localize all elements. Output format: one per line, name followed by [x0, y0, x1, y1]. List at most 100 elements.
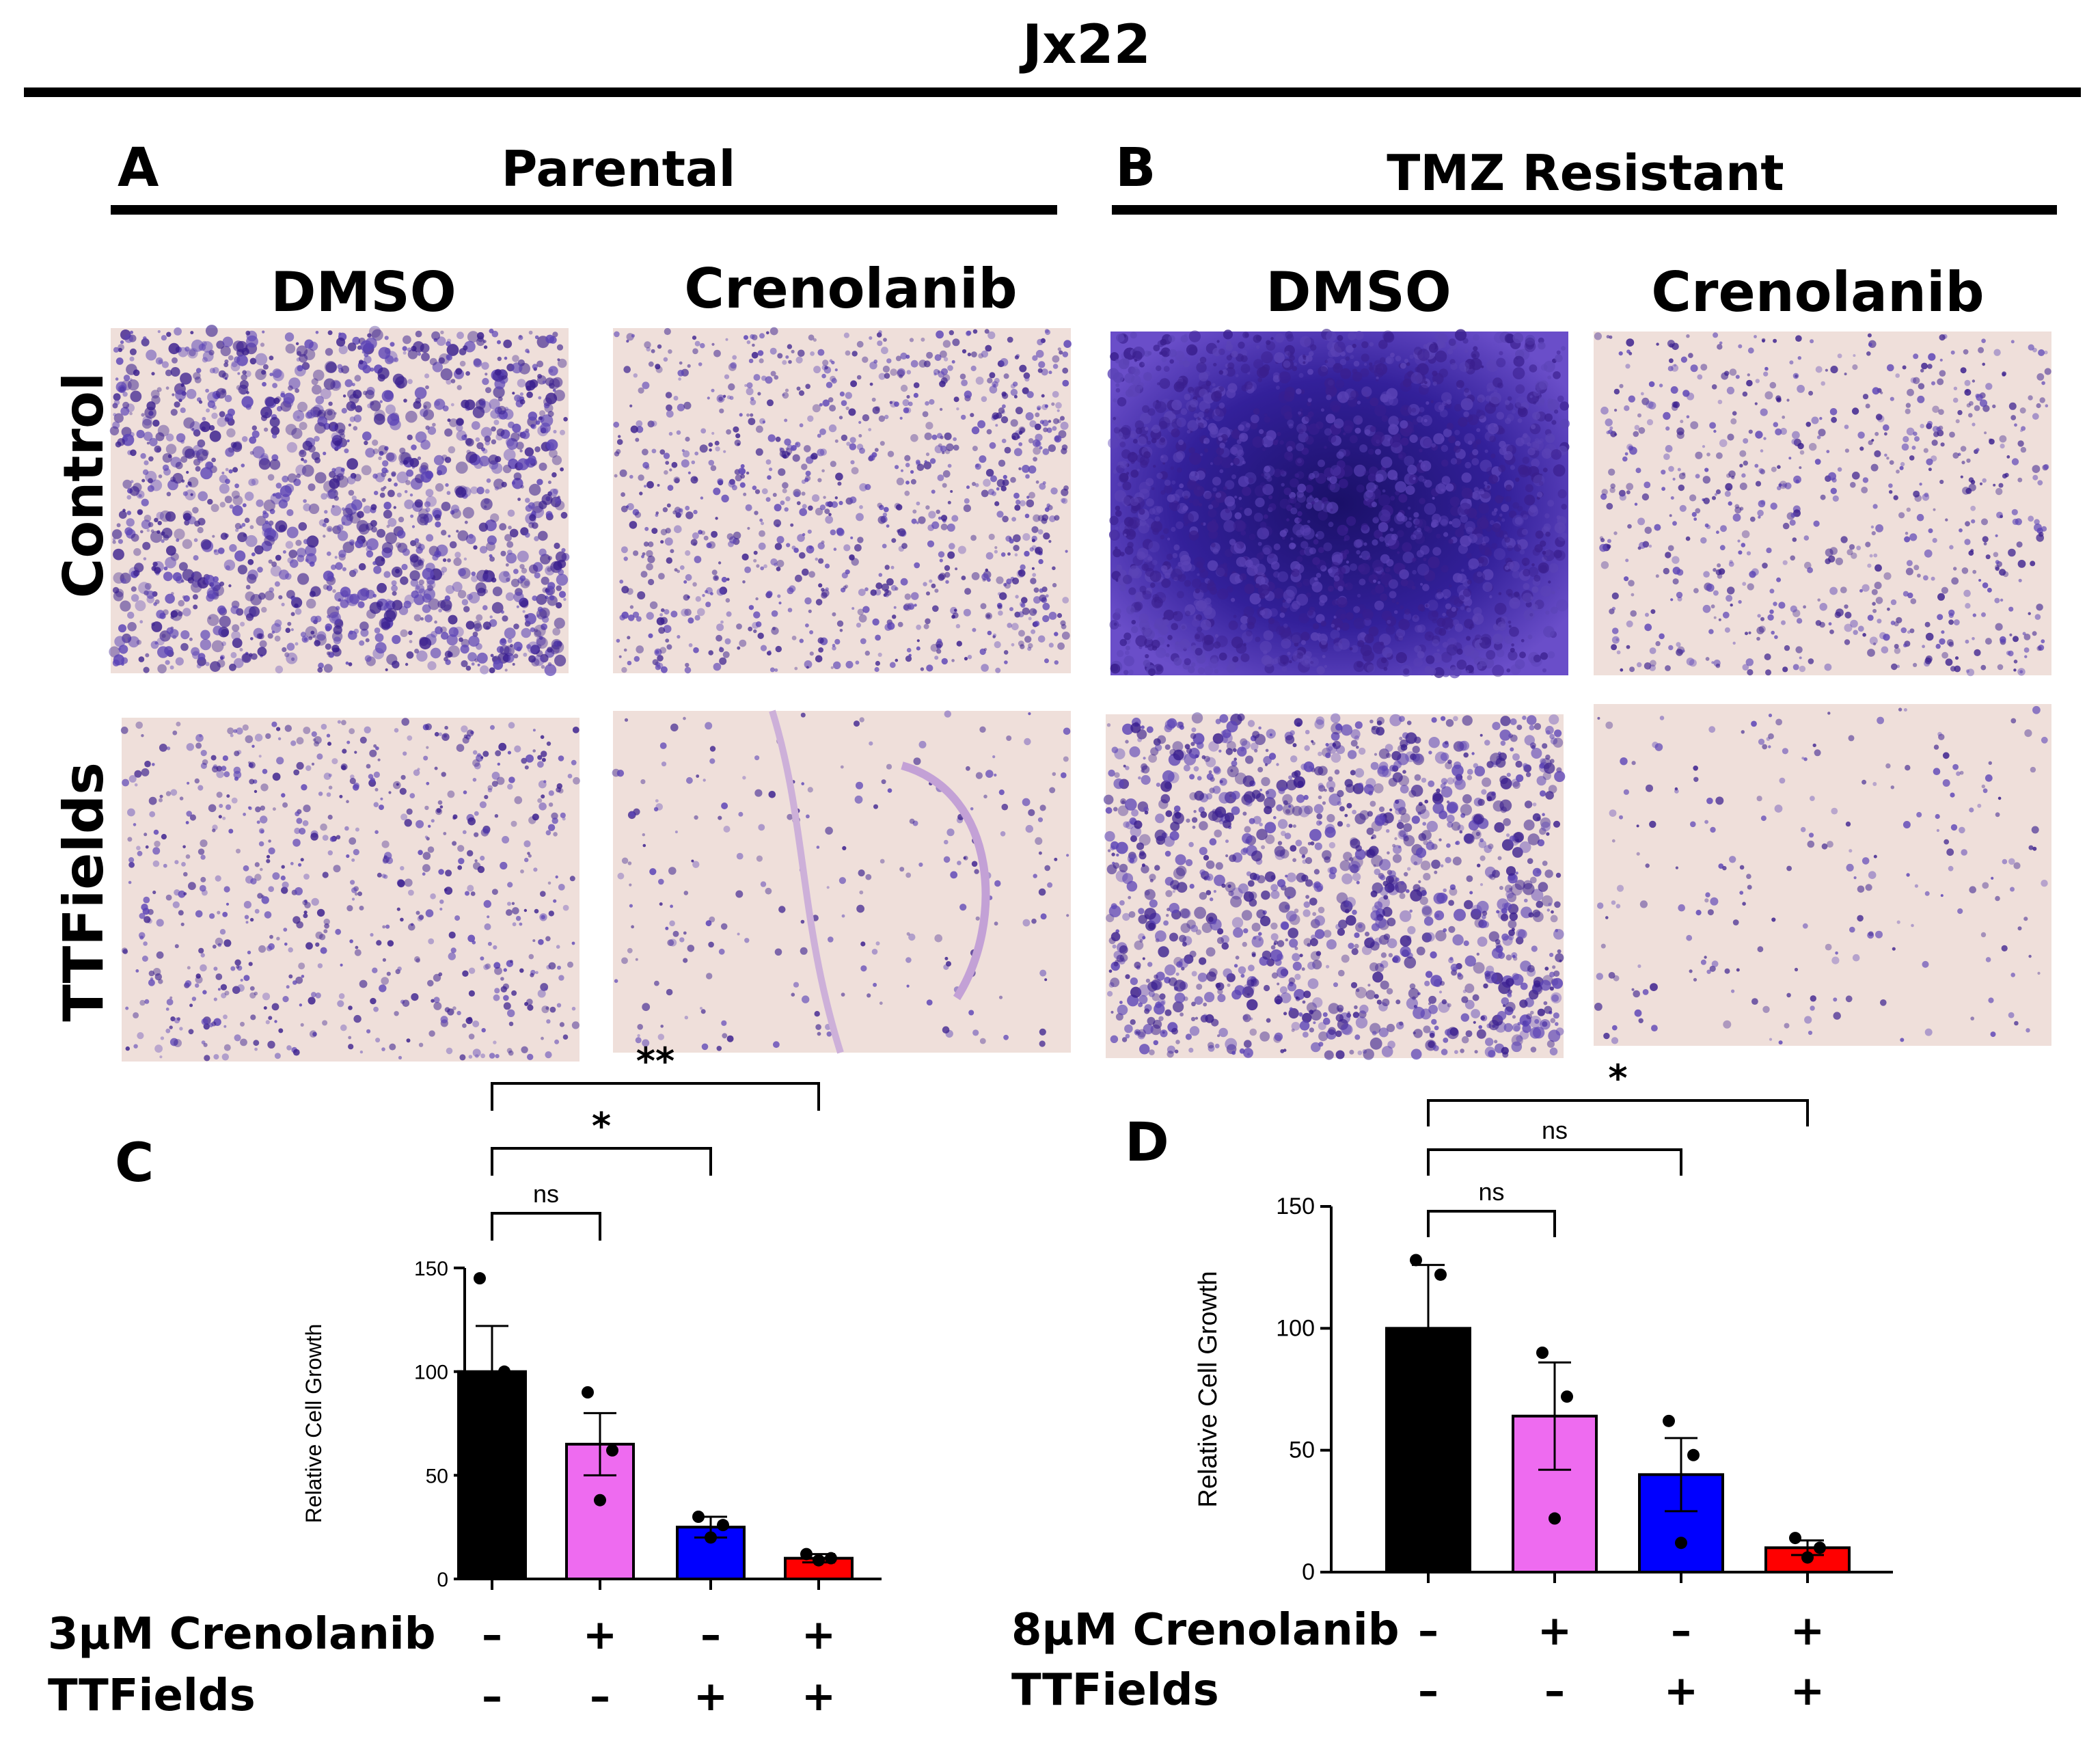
- stained-cell: [1374, 404, 1387, 417]
- stained-cell: [1561, 532, 1568, 539]
- stained-cell: [367, 333, 372, 338]
- stained-cell: [1238, 433, 1249, 442]
- stained-cell: [1729, 560, 1733, 564]
- stained-cell: [472, 406, 485, 418]
- stained-cell: [129, 432, 135, 437]
- stained-cell: [1142, 405, 1150, 414]
- stained-cell: [1417, 527, 1421, 532]
- stained-cell: [799, 508, 807, 516]
- stained-cell: [1259, 640, 1272, 653]
- stained-cell: [224, 394, 232, 403]
- stained-cell: [323, 378, 336, 390]
- stained-cell: [1492, 664, 1505, 677]
- row-label-control: Control: [52, 373, 115, 599]
- stained-cell: [397, 530, 406, 539]
- stained-cell: [1318, 547, 1324, 554]
- stained-cell: [881, 583, 889, 591]
- stained-cell: [1925, 632, 1934, 641]
- stained-cell: [1324, 468, 1335, 478]
- stained-cell: [1225, 508, 1231, 513]
- stained-cell: [753, 374, 761, 381]
- stained-cell: [411, 444, 417, 450]
- stained-cell: [1606, 544, 1611, 549]
- stained-cell: [710, 465, 717, 472]
- stained-cell: [1544, 549, 1551, 556]
- stained-cell: [1291, 655, 1298, 662]
- stained-cell: [1330, 345, 1342, 357]
- stained-cell: [433, 455, 444, 465]
- stained-cell: [262, 330, 265, 334]
- stained-cell: [1281, 483, 1285, 487]
- stained-cell: [1003, 474, 1007, 480]
- stained-cell: [400, 629, 408, 638]
- stained-cell: [1302, 354, 1306, 358]
- stained-cell: [1865, 403, 1870, 409]
- stained-cell: [425, 489, 434, 497]
- stained-cell: [1454, 404, 1462, 411]
- stained-cell: [301, 635, 310, 643]
- stained-cell: [1531, 563, 1535, 567]
- stained-cell: [212, 535, 215, 538]
- stained-cell: [1203, 424, 1207, 427]
- stained-cell: [1872, 602, 1876, 606]
- stained-cell: [644, 341, 651, 349]
- stained-cell: [862, 606, 870, 613]
- stained-cell: [777, 353, 783, 359]
- stained-cell: [1163, 366, 1170, 373]
- stained-cell: [211, 457, 216, 463]
- stained-cell: [283, 392, 295, 405]
- stained-cell: [205, 461, 214, 470]
- stained-cell: [722, 651, 730, 658]
- stained-cell: [1000, 357, 1009, 366]
- stained-cell: [1264, 416, 1270, 423]
- stained-cell: [1790, 605, 1797, 613]
- stained-cell: [219, 581, 225, 586]
- stained-cell: [1269, 608, 1278, 617]
- stained-cell: [1449, 359, 1456, 365]
- stained-cell: [549, 488, 558, 497]
- stained-cell: [940, 350, 947, 358]
- stained-cell: [1460, 606, 1464, 610]
- stained-cell: [113, 347, 120, 353]
- stained-cell: [659, 449, 666, 455]
- stained-cell: [1831, 416, 1838, 423]
- stained-cell: [2028, 344, 2034, 351]
- stained-cell: [357, 511, 364, 519]
- stained-cell: [831, 378, 837, 384]
- stained-cell: [211, 640, 224, 653]
- stained-cell: [118, 645, 128, 654]
- stained-cell: [1296, 652, 1303, 659]
- stained-cell: [1708, 629, 1714, 634]
- stained-cell: [1280, 405, 1292, 417]
- stained-cell: [322, 523, 327, 528]
- stained-cell: [210, 504, 219, 513]
- stained-cell: [1496, 649, 1505, 658]
- stained-cell: [864, 650, 871, 656]
- stained-cell: [456, 424, 463, 432]
- stained-cell: [422, 604, 431, 613]
- stained-cell: [241, 347, 249, 355]
- stained-cell: [161, 361, 169, 368]
- stained-cell: [812, 494, 820, 502]
- stained-cell: [1180, 623, 1188, 631]
- stained-cell: [262, 381, 267, 387]
- stained-cell: [512, 423, 521, 433]
- stained-cell: [1138, 508, 1145, 515]
- stained-cell: [897, 621, 903, 627]
- stained-cell: [1672, 578, 1679, 585]
- stained-cell: [2014, 423, 2017, 427]
- stained-cell: [285, 573, 292, 580]
- stained-cell: [165, 369, 172, 377]
- stained-cell: [1964, 379, 1971, 386]
- stained-cell: [1545, 433, 1555, 444]
- stained-cell: [1007, 623, 1012, 628]
- stained-cell: [849, 437, 856, 444]
- stained-cell: [834, 439, 838, 443]
- stained-cell: [1626, 620, 1633, 627]
- stained-cell: [1108, 530, 1118, 539]
- stained-cell: [403, 335, 411, 344]
- stained-cell: [850, 460, 855, 465]
- stained-cell: [1414, 615, 1418, 619]
- stained-cell: [1283, 589, 1295, 602]
- stained-cell: [1238, 496, 1242, 500]
